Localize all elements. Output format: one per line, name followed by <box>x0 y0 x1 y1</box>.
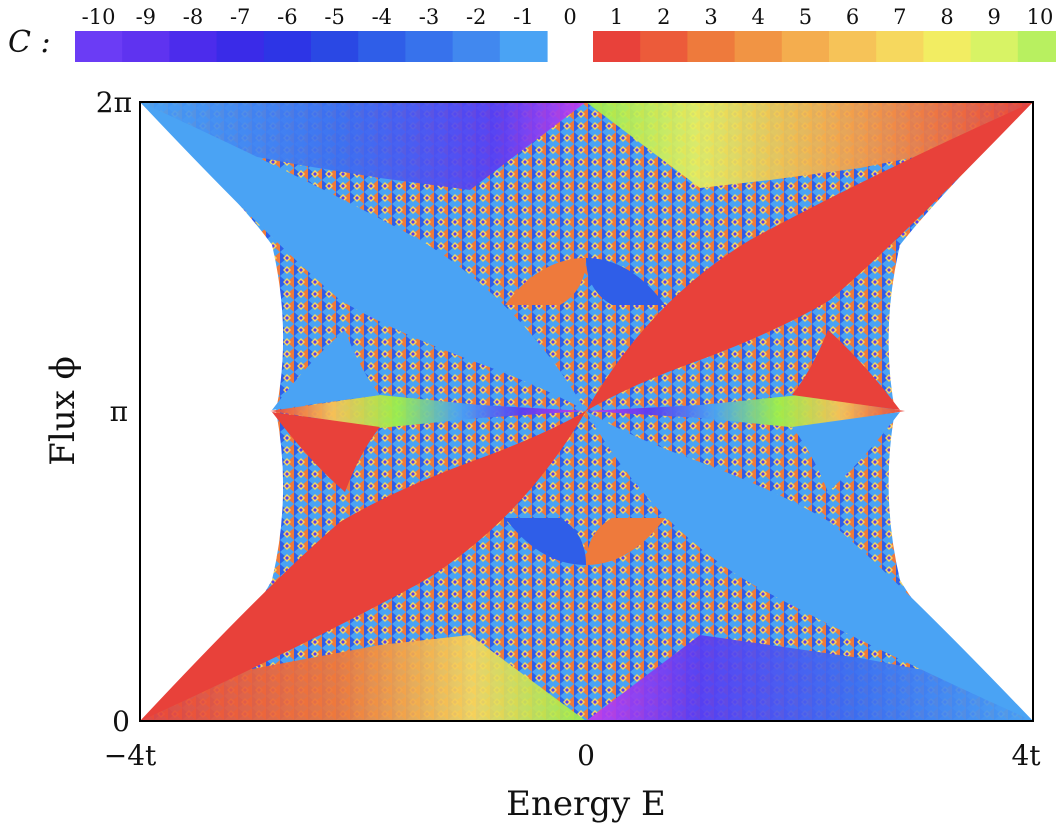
legend-label: 8 <box>940 5 953 29</box>
legend-swatch <box>358 31 406 62</box>
legend-label: -9 <box>136 5 156 29</box>
legend-swatch <box>734 31 783 62</box>
legend-label: -3 <box>419 5 439 29</box>
x-tick-label-0: 0 <box>577 739 595 772</box>
legend-swatch <box>311 31 359 62</box>
lobe-top-left <box>140 102 586 411</box>
legend-title: C : <box>8 25 51 60</box>
x-axis: −4t 0 4t Energy E <box>104 739 1042 824</box>
y-axis: 2π π 0 Flux ϕ <box>43 86 132 738</box>
wing-right-lower <box>792 412 900 492</box>
legend-swatch <box>640 31 688 62</box>
legend-label: -8 <box>183 5 203 29</box>
legend-swatch <box>263 31 312 62</box>
legend-label: -5 <box>324 5 344 29</box>
legend-label: 2 <box>657 5 670 29</box>
legend-label: -2 <box>466 5 486 29</box>
legend-swatch <box>970 31 1019 62</box>
legend-label: 6 <box>846 5 859 29</box>
lobe-top-right <box>586 102 1033 411</box>
y-axis-label: Flux ϕ <box>43 356 83 466</box>
legend-label: 1 <box>610 5 623 29</box>
legend-swatch <box>169 31 218 62</box>
wing-right-upper <box>792 330 900 410</box>
fan-bottom-left <box>140 635 586 721</box>
legend-swatch <box>216 31 265 62</box>
legend-swatch <box>75 31 123 62</box>
blob-center-upper-left <box>505 258 586 305</box>
legend-label: -6 <box>277 5 297 29</box>
fan-bottom-right <box>586 635 1033 721</box>
wing-left-upper <box>272 330 380 410</box>
fan-top-left <box>140 102 586 190</box>
legend-swatch <box>122 31 170 62</box>
y-tick-label-pi: π <box>110 395 128 428</box>
legend-label: 4 <box>752 5 765 29</box>
legend-swatch <box>405 31 454 62</box>
legend-labels: -10 -9 -8 -7 -6 -5 -4 -3 -2 -1 0 1 2 3 4 5 6 7 8 9 10 <box>82 5 1054 29</box>
legend-label: 3 <box>704 5 717 29</box>
legend-swatch <box>781 31 830 62</box>
legend-label: 5 <box>799 5 812 29</box>
legend-swatch <box>687 31 736 62</box>
blob-center-lower-left <box>505 518 586 565</box>
legend-swatch <box>829 31 877 62</box>
x-tick-label-4t: 4t <box>1011 739 1041 772</box>
x-tick-label-neg4t: −4t <box>104 739 157 772</box>
legend-swatch <box>1017 31 1056 62</box>
blob-center-upper-right <box>586 258 665 305</box>
legend-label: 0 <box>563 5 576 29</box>
y-tick-label-0: 0 <box>112 705 130 738</box>
fan-top-right <box>586 102 1033 188</box>
legend-label: -10 <box>82 5 116 29</box>
wing-left-lower <box>272 412 380 492</box>
legend-label: 10 <box>1027 5 1054 29</box>
legend-swatch <box>593 31 641 62</box>
legend-swatch <box>499 31 548 62</box>
legend-label: -4 <box>372 5 392 29</box>
legend-swatches <box>75 31 1056 62</box>
plot-area <box>139 101 1034 722</box>
lobe-bottom-right <box>586 411 1033 721</box>
legend-swatch <box>876 31 924 62</box>
legend-swatch <box>452 31 501 62</box>
x-axis-label: Energy E <box>506 784 666 824</box>
plot-frame <box>139 101 1034 722</box>
legend-label: -1 <box>513 5 533 29</box>
legend-swatch <box>923 31 972 62</box>
band-middle-left <box>270 395 586 428</box>
legend: C : -10 -9 -8 -7 -6 -5 -4 -3 -2 -1 0 1 2 3 4 5 6 7 8 9 10 <box>8 5 1056 62</box>
legend-label: 9 <box>988 5 1001 29</box>
legend-label: 7 <box>893 5 906 29</box>
blob-center-lower-right <box>586 518 665 565</box>
band-middle-right <box>586 395 905 428</box>
butterfly-spectrum <box>140 102 1033 721</box>
lobe-bottom-left <box>140 411 586 721</box>
legend-label: -7 <box>230 5 250 29</box>
y-tick-label-2pi: 2π <box>96 86 132 119</box>
